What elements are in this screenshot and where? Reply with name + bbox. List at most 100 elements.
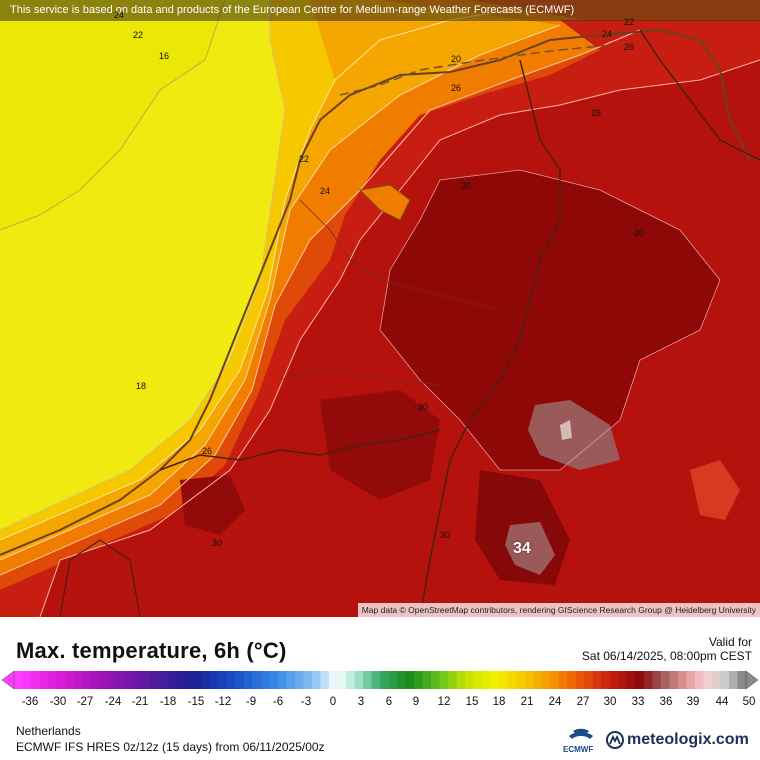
scale-tick-label: -15 xyxy=(187,696,205,708)
scale-tick-label: -9 xyxy=(245,696,257,708)
scale-tick-label: -36 xyxy=(21,696,39,708)
scale-tick-label: -18 xyxy=(159,696,177,708)
color-scale-swatch xyxy=(431,671,441,689)
isotherm-16 xyxy=(0,0,226,231)
color-scale-swatch xyxy=(490,671,500,689)
contour-label: 24 xyxy=(320,186,331,196)
contour-label: 16 xyxy=(159,51,170,61)
color-scale-swatch xyxy=(107,671,117,689)
scale-tick-label: -24 xyxy=(104,696,122,708)
coastline-west xyxy=(0,159,301,556)
color-scale-swatch xyxy=(141,671,151,689)
border-belgium-france xyxy=(59,539,141,617)
color-scale-swatch xyxy=(22,671,32,689)
scale-tick-label: -12 xyxy=(214,696,232,708)
contour-label: 24 xyxy=(602,29,613,39)
ecmwf-logo[interactable] xyxy=(560,728,602,756)
color-scale-swatch xyxy=(277,671,287,689)
isotherm-24 xyxy=(0,29,641,576)
color-scale-swatch xyxy=(728,671,738,689)
color-scale-swatch xyxy=(99,671,109,689)
color-scale-swatch xyxy=(482,671,492,689)
contour-label: 26 xyxy=(451,83,462,93)
chart-title: Max. temperature, 6h (°C) xyxy=(16,638,287,663)
meteologix-brand[interactable]: meteologix.com xyxy=(606,731,749,749)
scale-tick-label: 15 xyxy=(465,696,479,708)
color-scale-swatch xyxy=(626,671,636,689)
color-scale-swatch xyxy=(201,671,211,689)
color-scale-swatch xyxy=(686,671,696,689)
contour-label: 22 xyxy=(299,154,310,164)
color-scale-swatch xyxy=(371,671,381,689)
scale-tick-label: 3 xyxy=(357,696,365,708)
color-scale-swatch xyxy=(328,671,338,689)
color-scale-swatch xyxy=(269,671,279,689)
color-scale-swatch xyxy=(439,671,449,689)
color-scale-swatch xyxy=(465,671,475,689)
color-scale-swatch xyxy=(397,671,407,689)
temperature-field-32 xyxy=(380,170,720,470)
color-scale-swatch xyxy=(669,671,679,689)
color-scale-swatch xyxy=(388,671,398,689)
color-scale-swatch xyxy=(116,671,126,689)
color-scale-swatch xyxy=(56,671,66,689)
color-scale-swatch xyxy=(609,671,619,689)
contour-label: 20 xyxy=(451,54,462,64)
scale-tick-label: -27 xyxy=(76,696,94,708)
scale-tick-label: 6 xyxy=(385,696,393,708)
color-scale-swatch xyxy=(14,671,24,689)
color-scale-swatch xyxy=(652,671,662,689)
scale-tick-label: 12 xyxy=(437,696,451,708)
temperature-field-29 xyxy=(690,460,740,520)
color-scale-swatch xyxy=(473,671,483,689)
scale-arrow-right xyxy=(745,670,759,690)
model-info: ECMWF IFS HRES 0z/12z (15 days) from 06/… xyxy=(16,740,325,754)
temperature-field-35 xyxy=(560,420,572,440)
color-scale-swatch xyxy=(592,671,602,689)
color-scale-swatch xyxy=(422,671,432,689)
scale-tick-label: 9 xyxy=(412,696,420,708)
color-scale-swatch xyxy=(82,671,92,689)
province-line-1 xyxy=(299,199,501,311)
color-scale-swatch xyxy=(720,671,730,689)
contour-label: 30 xyxy=(440,530,451,540)
map-attribution[interactable]: Map data © OpenStreetMap contributors, r… xyxy=(357,603,760,617)
color-scale-swatch xyxy=(158,671,168,689)
contour-label: 30 xyxy=(418,402,429,412)
ecmwf-logo-text: ECMWF xyxy=(563,745,594,754)
isotherm-28 xyxy=(39,59,760,617)
color-scale-swatch xyxy=(575,671,585,689)
meteologix-logo-icon xyxy=(606,731,624,749)
color-scale-swatch xyxy=(133,671,143,689)
province-line-2 xyxy=(279,369,441,386)
color-scale-swatch xyxy=(48,671,58,689)
color-scale-swatch xyxy=(345,671,355,689)
contour-label: 30 xyxy=(212,538,223,548)
temperature-map[interactable]: This service is based on data and produc… xyxy=(0,0,760,617)
temperature-field-34a xyxy=(528,400,620,470)
color-scale-swatch xyxy=(499,671,509,689)
color-scale-swatch xyxy=(150,671,160,689)
contour-label: 30 xyxy=(634,228,645,238)
color-scale-swatch xyxy=(567,671,577,689)
isotherm-18 xyxy=(0,0,286,531)
color-scale-swatch xyxy=(235,671,245,689)
temperature-field-32c xyxy=(180,475,245,535)
color-scale-swatch xyxy=(660,671,670,689)
scale-tick-label: 33 xyxy=(631,696,645,708)
color-scale-swatch xyxy=(507,671,517,689)
scale-tick-label: -21 xyxy=(131,696,149,708)
region-name: Netherlands xyxy=(16,724,81,738)
color-scale-swatch xyxy=(90,671,100,689)
color-scale-swatch xyxy=(294,671,304,689)
temperature-field-34b xyxy=(505,522,555,575)
border-east xyxy=(419,59,561,617)
color-scale-swatch xyxy=(516,671,526,689)
color-scale-swatch xyxy=(337,671,347,689)
contour-label: 18 xyxy=(136,381,147,391)
contour-label: 26 xyxy=(202,446,213,456)
scale-tick-label: 18 xyxy=(492,696,506,708)
color-scale-swatch xyxy=(73,671,83,689)
valid-for-label: Valid for xyxy=(708,635,752,649)
color-scale-swatch xyxy=(320,671,330,689)
